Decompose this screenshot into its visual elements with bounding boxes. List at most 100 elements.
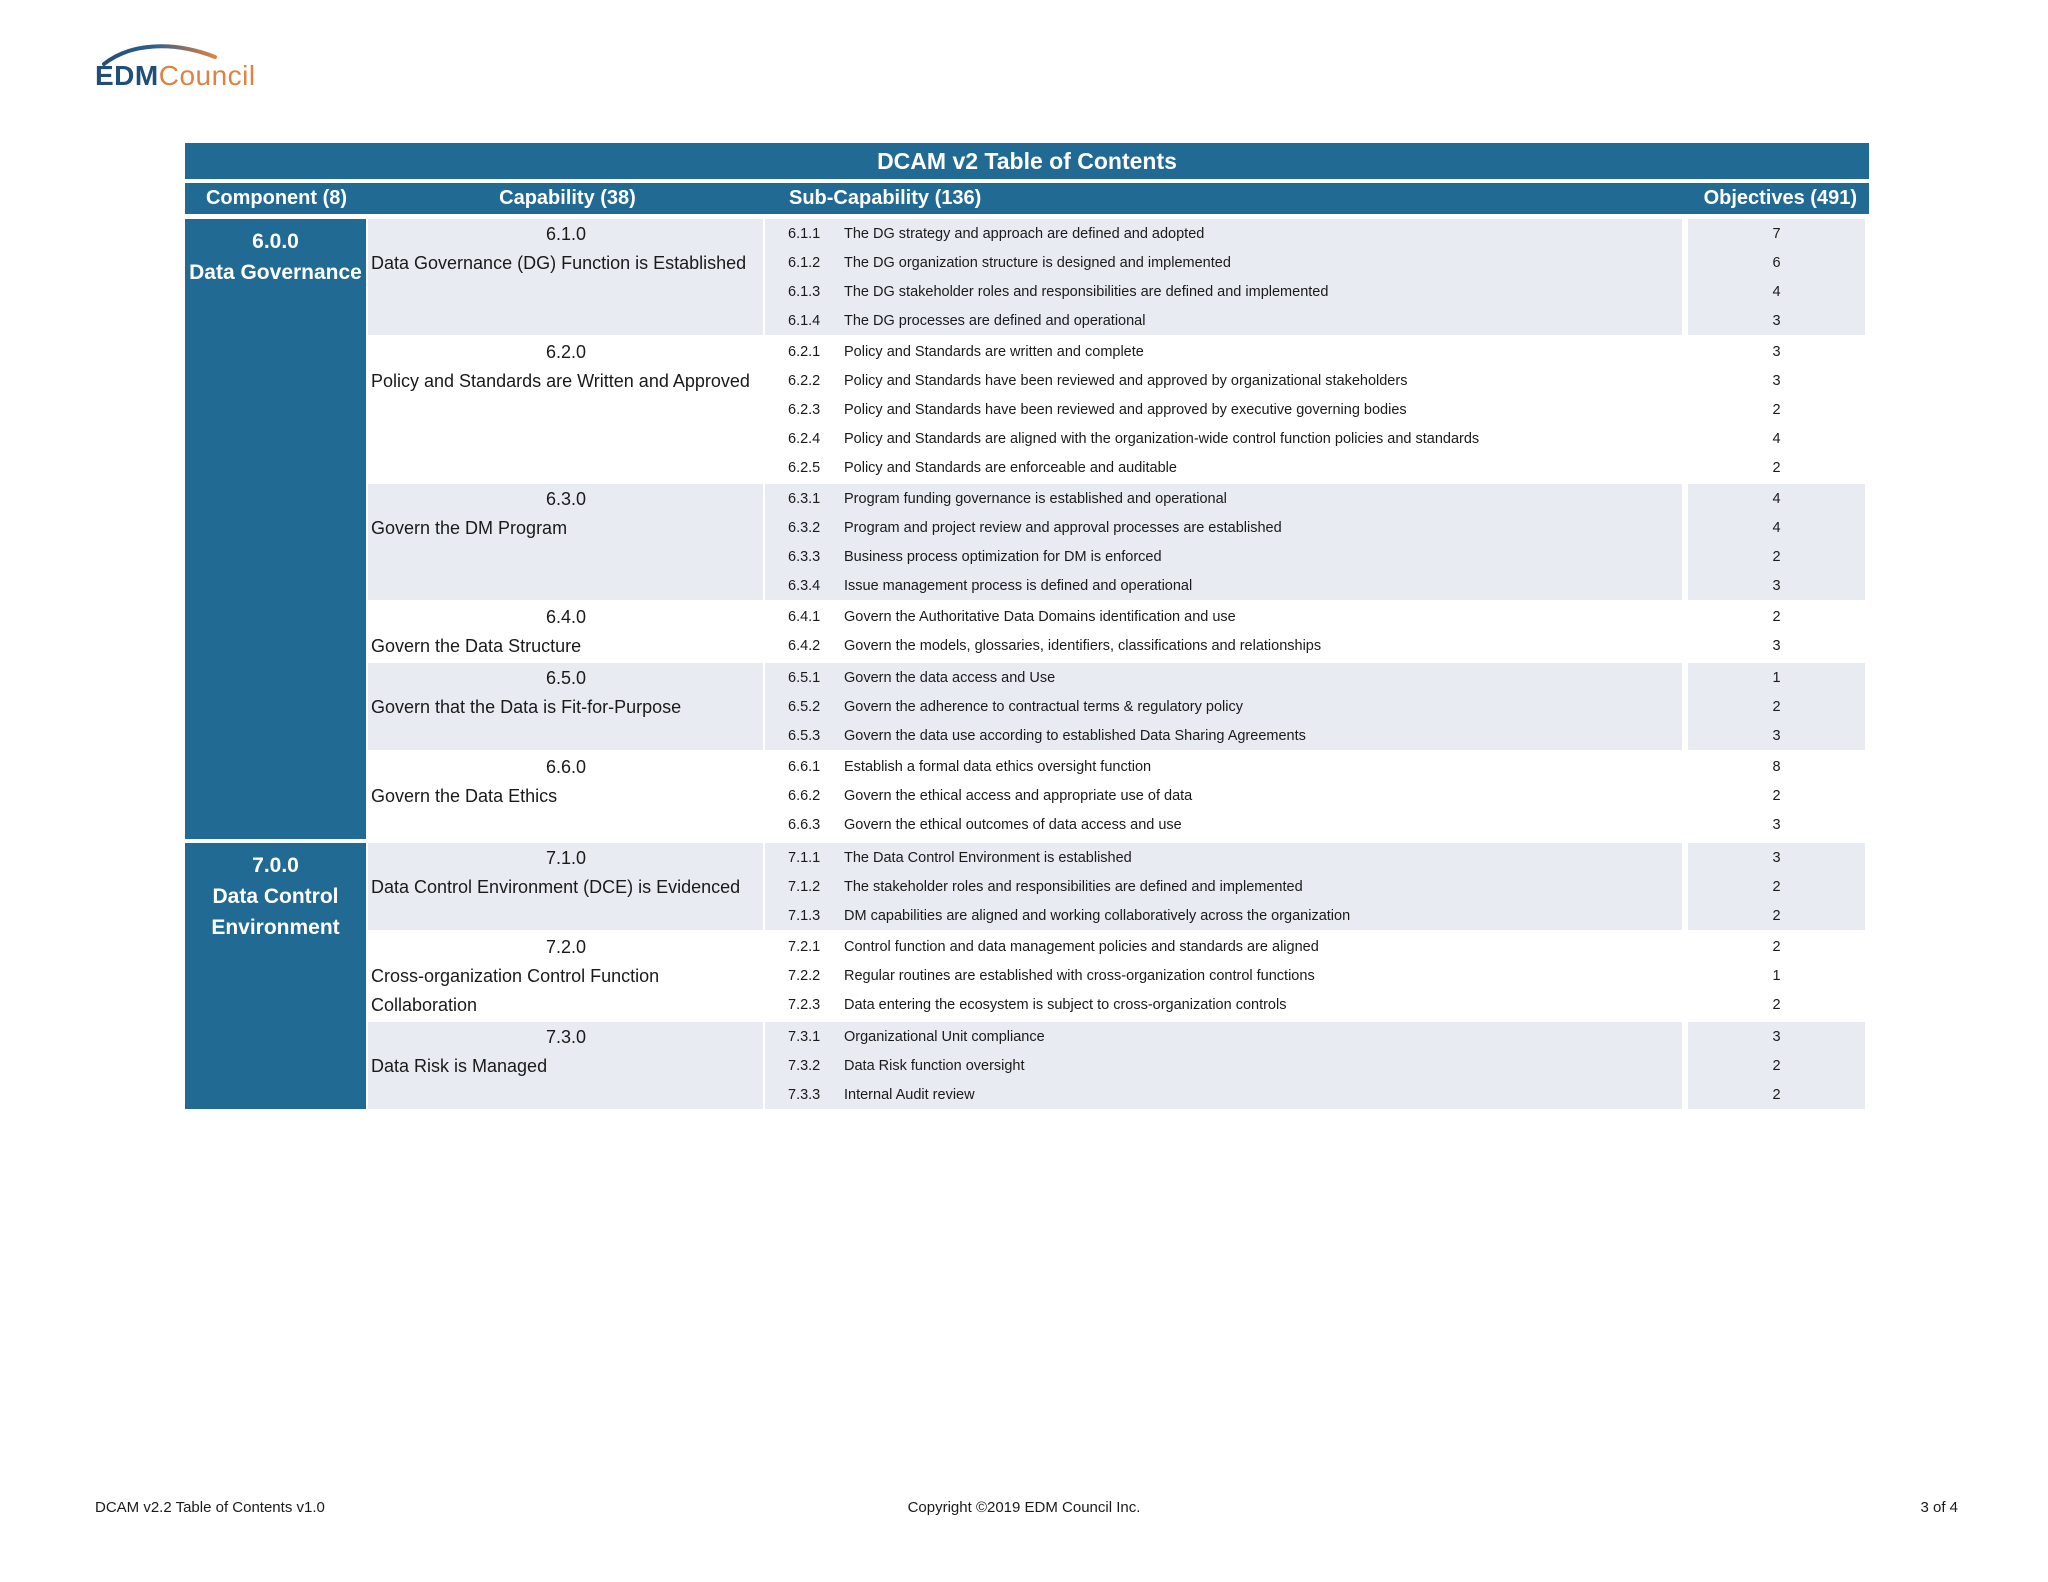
column-header-sub-capability: Sub-Capability (136) (789, 187, 982, 209)
capability-cell: 6.6.0 Govern the Data Ethics (368, 752, 763, 839)
sub-capability-text: Policy and Standards are enforceable and… (844, 459, 1177, 476)
capability-name: Data Risk is Managed (371, 1056, 548, 1076)
sub-capability-id: 6.6.1 (788, 758, 821, 775)
capability-group: 6.3.0 Govern the DM Program 6.3.1 Program f… (368, 484, 1865, 600)
sub-capability-id: 6.2.4 (788, 430, 821, 447)
sub-capability-row: 7.1.1 The Data Control Environment is est… (765, 843, 1682, 872)
capability-id: 6.2.0 (545, 342, 587, 362)
sub-capability-row: 6.3.1 Program funding governance is estab… (765, 484, 1682, 513)
footer-copyright: Copyright ©2019 EDM Council Inc. (907, 1499, 1141, 1516)
sub-capability-text: Establish a formal data ethics oversight… (844, 758, 1152, 775)
sub-capability-row: 7.2.3 Data entering the ecosystem is subj… (765, 990, 1682, 1019)
objectives-count: 3 (1772, 727, 1781, 744)
capability-id: 6.3.0 (545, 489, 587, 509)
objectives-count: 4 (1772, 283, 1781, 300)
sub-capability-id: 7.2.1 (788, 938, 821, 955)
sub-capability-text: Policy and Standards have been reviewed … (844, 401, 1407, 418)
capability-cell: 6.4.0 Govern the Data Structure (368, 602, 763, 661)
table-body: 6.0.0 Data Governance 6.1.0 Data Governance… (185, 219, 1869, 1109)
sub-capability-row: 6.1.2 The DG organization structure is de… (765, 248, 1682, 277)
objectives-count: 2 (1772, 698, 1781, 715)
objectives-column: 3 2 2 (1688, 1022, 1865, 1109)
objectives-count: 4 (1772, 519, 1781, 536)
capability-group: 6.6.0 Govern the Data Ethics 6.6.1 Establis… (368, 752, 1865, 839)
footer-document-version: DCAM v2.2 Table of Contents v1.0 (95, 1499, 325, 1516)
sub-capability-row: 6.1.1 The DG strategy and approach are de… (765, 219, 1682, 248)
sub-capability-text: Govern the adherence to contractual term… (844, 698, 1243, 715)
sub-capability-id: 6.3.3 (788, 548, 821, 565)
capability-id: 6.4.0 (545, 607, 587, 627)
sub-capability-id: 7.1.1 (788, 849, 821, 866)
objectives-column: 2 1 2 (1688, 932, 1865, 1020)
sub-capability-id: 6.2.5 (788, 459, 821, 476)
sub-capability-text: The DG organization structure is designe… (844, 254, 1231, 271)
sub-capability-text: Govern the Authoritative Data Domains id… (844, 608, 1236, 625)
sub-capability-text: Issue management process is defined and … (844, 577, 1193, 594)
capability-name: Govern the DM Program (371, 518, 568, 538)
sub-capability-id: 7.3.1 (788, 1028, 821, 1045)
component-cell: 7.0.0 Data Control Environment (185, 843, 366, 1109)
sub-capability-row: 6.3.2 Program and project review and appr… (765, 513, 1682, 542)
capability-id: 6.6.0 (545, 757, 587, 777)
sub-capability-id: 7.1.2 (788, 878, 821, 895)
sub-capability-text: Govern the ethical access and appropriat… (844, 787, 1193, 804)
sub-capability-row: 6.4.1 Govern the Authoritative Data Domai… (765, 602, 1682, 631)
objectives-count: 4 (1772, 430, 1781, 447)
sub-capability-text: The DG strategy and approach are defined… (844, 225, 1205, 242)
sub-capability-row: 6.2.5 Policy and Standards are enforceabl… (765, 453, 1682, 482)
sub-capability-text: Policy and Standards are written and com… (844, 343, 1144, 360)
sub-capability-id: 7.1.3 (788, 907, 821, 924)
toc-table: DCAM v2 Table of Contents Component (8) … (185, 143, 1869, 1113)
table-title: DCAM v2 Table of Contents (185, 143, 1869, 179)
edm-council-logo: EDMCouncil (95, 42, 256, 92)
sub-capability-id: 6.1.1 (788, 225, 821, 242)
sub-capability-row: 6.2.3 Policy and Standards have been revi… (765, 395, 1682, 424)
sub-capability-list: 6.6.1 Establish a formal data ethics over… (765, 752, 1682, 839)
sub-capability-list: 7.3.1 Organizational Unit compliance 7.3.2… (765, 1022, 1682, 1109)
sub-capability-row: 6.4.2 Govern the models, glossaries, iden… (765, 631, 1682, 660)
objectives-count: 3 (1772, 577, 1781, 594)
capability-group: 7.1.0 Data Control Environment (DCE) is E… (368, 843, 1865, 930)
capability-group: 6.1.0 Data Governance (DG) Function is Es… (368, 219, 1865, 335)
sub-capability-id: 6.4.1 (788, 608, 821, 625)
sub-capability-id: 6.6.2 (788, 787, 821, 804)
sub-capability-row: 6.6.1 Establish a formal data ethics over… (765, 752, 1682, 781)
capability-id: 7.2.0 (545, 937, 587, 957)
sub-capability-text: Control function and data management pol… (844, 938, 1319, 955)
sub-capability-text: Organizational Unit compliance (844, 1028, 1045, 1045)
objectives-count: 2 (1772, 787, 1781, 804)
capability-group: 7.2.0 Cross-organization Control Function… (368, 932, 1865, 1020)
component-id: 6.0.0 (252, 230, 299, 253)
objectives-count: 2 (1772, 878, 1781, 895)
sub-capability-row: 6.5.2 Govern the adherence to contractual… (765, 692, 1682, 721)
sub-capability-text: The stakeholder roles and responsibiliti… (844, 878, 1303, 895)
sub-capability-text: Regular routines are established with cr… (844, 967, 1315, 984)
sub-capability-id: 6.1.2 (788, 254, 821, 271)
sub-capability-id: 6.1.4 (788, 312, 821, 329)
component-name: Data Control Environment (211, 885, 340, 939)
objectives-count: 8 (1772, 758, 1781, 775)
objectives-count: 3 (1772, 312, 1781, 329)
sub-capability-row: 6.6.3 Govern the ethical outcomes of data… (765, 810, 1682, 839)
objectives-count: 2 (1772, 938, 1781, 955)
capability-name: Govern the Data Ethics (371, 786, 558, 806)
objectives-count: 2 (1772, 996, 1781, 1013)
objectives-count: 3 (1772, 637, 1781, 654)
sub-capability-id: 6.3.4 (788, 577, 821, 594)
sub-capability-text: The Data Control Environment is establis… (844, 849, 1132, 866)
sub-capability-id: 6.3.1 (788, 490, 821, 507)
sub-capability-text: Data Risk function oversight (844, 1057, 1025, 1074)
objectives-column: 1 2 3 (1688, 663, 1865, 750)
capability-groups: 7.1.0 Data Control Environment (DCE) is E… (368, 843, 1865, 1109)
sub-capability-text: Program and project review and approval … (844, 519, 1282, 536)
capability-name: Policy and Standards are Written and App… (371, 371, 750, 391)
capability-name: Govern that the Data is Fit-for-Purpose (371, 697, 682, 717)
table-header-row: Component (8) Capability (38) Sub-Capabi… (185, 183, 1869, 214)
capability-group: 6.2.0 Policy and Standards are Written an… (368, 337, 1865, 482)
component-id: 7.0.0 (252, 854, 299, 877)
sub-capability-row: 6.6.2 Govern the ethical access and appro… (765, 781, 1682, 810)
objectives-column: 4 4 2 3 (1688, 484, 1865, 600)
sub-capability-text: Govern the data use according to establi… (844, 727, 1306, 744)
capability-id: 7.3.0 (545, 1027, 587, 1047)
